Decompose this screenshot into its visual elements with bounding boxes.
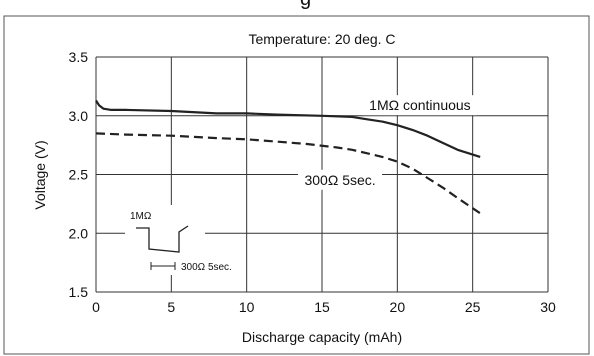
y-tick-label-3: 3.0	[69, 108, 89, 124]
pulse-waveform	[136, 225, 189, 253]
tick-labels: 0 5 10 15 20 25 30 1.5 2.0 2.5 3.0 3.5	[69, 49, 556, 315]
y-tick-label-0: 1.5	[69, 284, 89, 300]
series-line-300-5sec	[95, 132, 481, 215]
inset-top-label: 1MΩ	[130, 211, 152, 222]
y-axis-title: Voltage (V)	[32, 140, 48, 209]
x-tick-label-3: 15	[314, 299, 330, 315]
inset-bottom-label: 300Ω 5sec.	[181, 262, 232, 273]
series-line-1m-continuous	[95, 99, 481, 158]
dashed-series-label-bg	[298, 169, 383, 190]
inset-background	[125, 205, 205, 275]
y-tick-label-4: 3.5	[69, 49, 89, 65]
y-tick-label-2: 2.5	[69, 167, 89, 183]
page-header-fragment: g	[0, 0, 594, 14]
chart-border	[3, 15, 590, 355]
pulse-inset-diagram: 1MΩ 300Ω 5sec.	[125, 205, 232, 275]
x-axis-title: Discharge capacity (mAh)	[242, 329, 402, 345]
annotation-layer: 1MΩ continuous 300Ω 5sec.	[298, 95, 478, 190]
solid-series-label-bg	[362, 95, 478, 116]
dashed-series-label: 300Ω 5sec.	[304, 172, 375, 188]
x-tick-label-4: 20	[390, 299, 406, 315]
x-tick-label-2: 10	[239, 299, 255, 315]
y-tick-label-1: 2.0	[69, 225, 89, 241]
x-tick-label-6: 30	[540, 299, 556, 315]
series-layer	[95, 99, 481, 215]
x-tick-label-1: 5	[167, 299, 175, 315]
chart-title: Temperature: 20 deg. C	[248, 31, 395, 47]
page-header-text: g	[300, 0, 311, 11]
solid-series-label: 1MΩ continuous	[369, 97, 471, 113]
x-tick-label-5: 25	[465, 299, 481, 315]
x-tick-label-0: 0	[92, 299, 100, 315]
